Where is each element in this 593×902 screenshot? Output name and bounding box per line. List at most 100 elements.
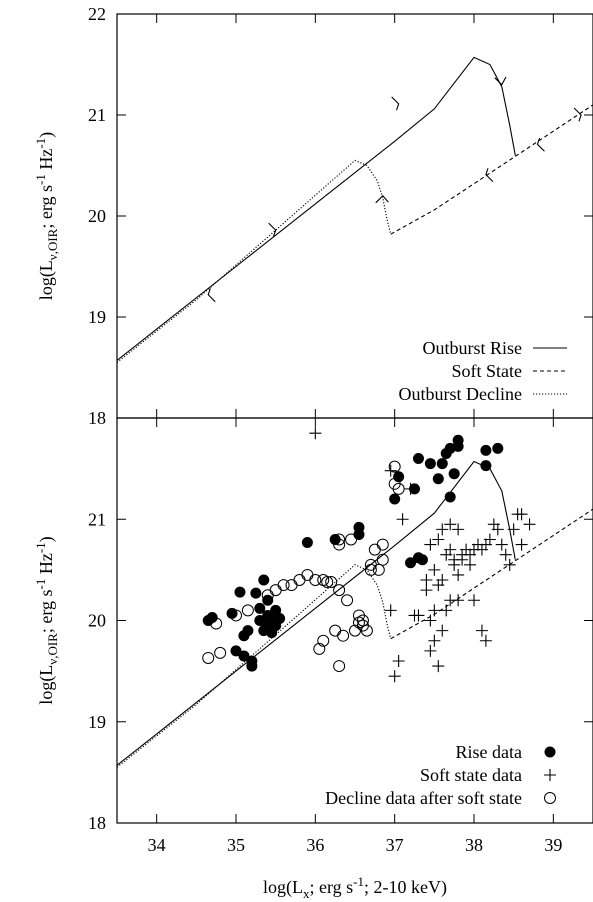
- data-point-filled-circle: [436, 458, 448, 470]
- data-point-filled-circle: [258, 625, 270, 637]
- top-curve-dotted: [116, 159, 392, 363]
- data-point-open-circle: [360, 624, 373, 637]
- data-point-plus: [503, 558, 516, 571]
- data-point-plus: [388, 670, 401, 683]
- data-point-filled-circle: [480, 460, 492, 472]
- data-point-open-circle: [214, 646, 227, 659]
- xtick-label: 37: [386, 835, 404, 855]
- data-point-open-circle: [376, 538, 389, 551]
- x-axis-label: log(Lx; erg s-1; 2-10 keV): [263, 874, 447, 901]
- top-ytick-label: 21: [88, 105, 106, 125]
- data-point-filled-circle: [274, 612, 286, 624]
- legend-label: Decline data after soft state: [325, 788, 522, 808]
- bottom-ytick-label: 19: [88, 712, 106, 732]
- top-ytick-label: 22: [88, 4, 106, 24]
- bottom-legend: Rise data Soft state data Decline data aft…: [325, 742, 556, 808]
- data-point-open-circle: [388, 460, 401, 473]
- bottom-curves: [116, 460, 593, 768]
- legend-label: Rise data: [456, 742, 522, 762]
- data-point-plus: [424, 538, 437, 551]
- data-point-open-circle: [333, 584, 346, 597]
- data-point-filled-circle: [393, 471, 405, 483]
- data-point-filled-circle: [226, 607, 238, 619]
- data-point-open-circle: [313, 642, 326, 655]
- data-point-open-circle: [301, 568, 314, 581]
- data-point-plus: [428, 604, 441, 617]
- data-point-filled-circle: [254, 615, 266, 626]
- data-point-open-circle: [317, 634, 330, 647]
- xtick-label: 38: [465, 835, 483, 855]
- data-point-plus: [452, 568, 465, 581]
- data-point-plus: [436, 523, 449, 536]
- data-point-plus: [436, 574, 449, 586]
- data-point-plus: [420, 584, 433, 597]
- top-panel: 18 19 20 21 22 log(Lν,OIR; erg s-1 Hz-1) Out…: [33, 4, 593, 428]
- data-point-plus: [428, 563, 441, 576]
- data-point-plus: [523, 518, 536, 531]
- data-point-filled-circle: [234, 586, 246, 598]
- data-point-open-circle: [364, 563, 377, 576]
- bottom-ytick-label: 20: [88, 611, 106, 631]
- data-point-filled-circle: [230, 645, 242, 657]
- data-point-open-circle: [372, 563, 385, 576]
- data-point-open-circle: [325, 576, 338, 589]
- bottom-ticks: 18 19 20 21 34 35 36 37 38 39: [88, 418, 593, 855]
- data-point-open-circle: [309, 574, 322, 586]
- top-y-axis-label: log(Lν,OIR; erg s-1 Hz-1): [33, 132, 60, 300]
- data-point-open-circle: [285, 579, 298, 592]
- data-point-open-circle: [210, 617, 223, 630]
- data-point-plus: [428, 634, 441, 647]
- bottom-curve-dotted: [116, 564, 392, 768]
- data-point-open-circle: [277, 579, 290, 592]
- data-point-plus: [309, 427, 322, 440]
- data-point-plus: [475, 624, 488, 637]
- data-point-open-circle: [368, 543, 381, 556]
- data-point-open-circle: [202, 651, 215, 664]
- data-point-filled-circle: [246, 655, 258, 667]
- data-point-plus: [483, 533, 496, 546]
- top-curve-dashed: [390, 104, 593, 235]
- xtick-label: 36: [306, 835, 324, 855]
- arrow-marker-right: [268, 222, 277, 237]
- arrow-marker-left: [207, 288, 216, 303]
- data-point-filled-circle: [405, 557, 417, 569]
- legend-label: Outburst Rise: [422, 338, 522, 358]
- data-point-open-circle: [293, 574, 306, 586]
- data-point-plus: [420, 574, 433, 586]
- arrow-marker-right: [573, 107, 582, 122]
- data-point-plus: [392, 655, 405, 667]
- data-point-plus: [432, 660, 445, 673]
- data-point-open-circle: [341, 594, 354, 607]
- top-ytick-label: 20: [88, 206, 106, 226]
- data-point-filled-circle: [389, 493, 401, 505]
- arrow-marker-down: [494, 76, 507, 86]
- bottom-ytick-label: 18: [88, 813, 106, 833]
- data-point-open-circle: [337, 629, 350, 642]
- data-point-plus: [507, 523, 520, 536]
- data-point-plus: [479, 634, 492, 647]
- data-point-open-circle: [230, 609, 242, 622]
- legend-swatch: [544, 746, 556, 758]
- data-point-open-circle: [364, 558, 377, 571]
- data-point-filled-circle: [480, 444, 492, 456]
- xtick-label: 34: [148, 835, 166, 855]
- data-point-plus: [452, 523, 465, 536]
- arrow-marker-up: [375, 194, 389, 204]
- data-point-filled-circle: [242, 625, 254, 637]
- bottom-panel: 18 19 20 21 34 35 36 37 38 39 log(Lν,OIR; erg s-1…: [33, 417, 593, 901]
- data-point-filled-circle: [353, 521, 365, 533]
- top-legend: Outburst Rise Soft State Outburst Decline: [399, 338, 567, 404]
- legend-label: Soft State: [452, 361, 523, 381]
- data-point-filled-circle: [432, 473, 444, 485]
- data-point-filled-circle: [452, 440, 464, 452]
- legend-label: Soft state data: [420, 765, 522, 785]
- data-point-plus: [444, 518, 457, 531]
- arrow-marker-left: [536, 137, 545, 152]
- data-point-filled-circle: [258, 574, 270, 586]
- top-curve-solid: [116, 56, 516, 361]
- data-point-filled-circle: [329, 534, 341, 545]
- data-point-open-circle: [356, 614, 369, 627]
- top-curves: [116, 56, 593, 363]
- top-ytick-label: 18: [88, 408, 106, 428]
- data-point-filled-circle: [250, 587, 262, 599]
